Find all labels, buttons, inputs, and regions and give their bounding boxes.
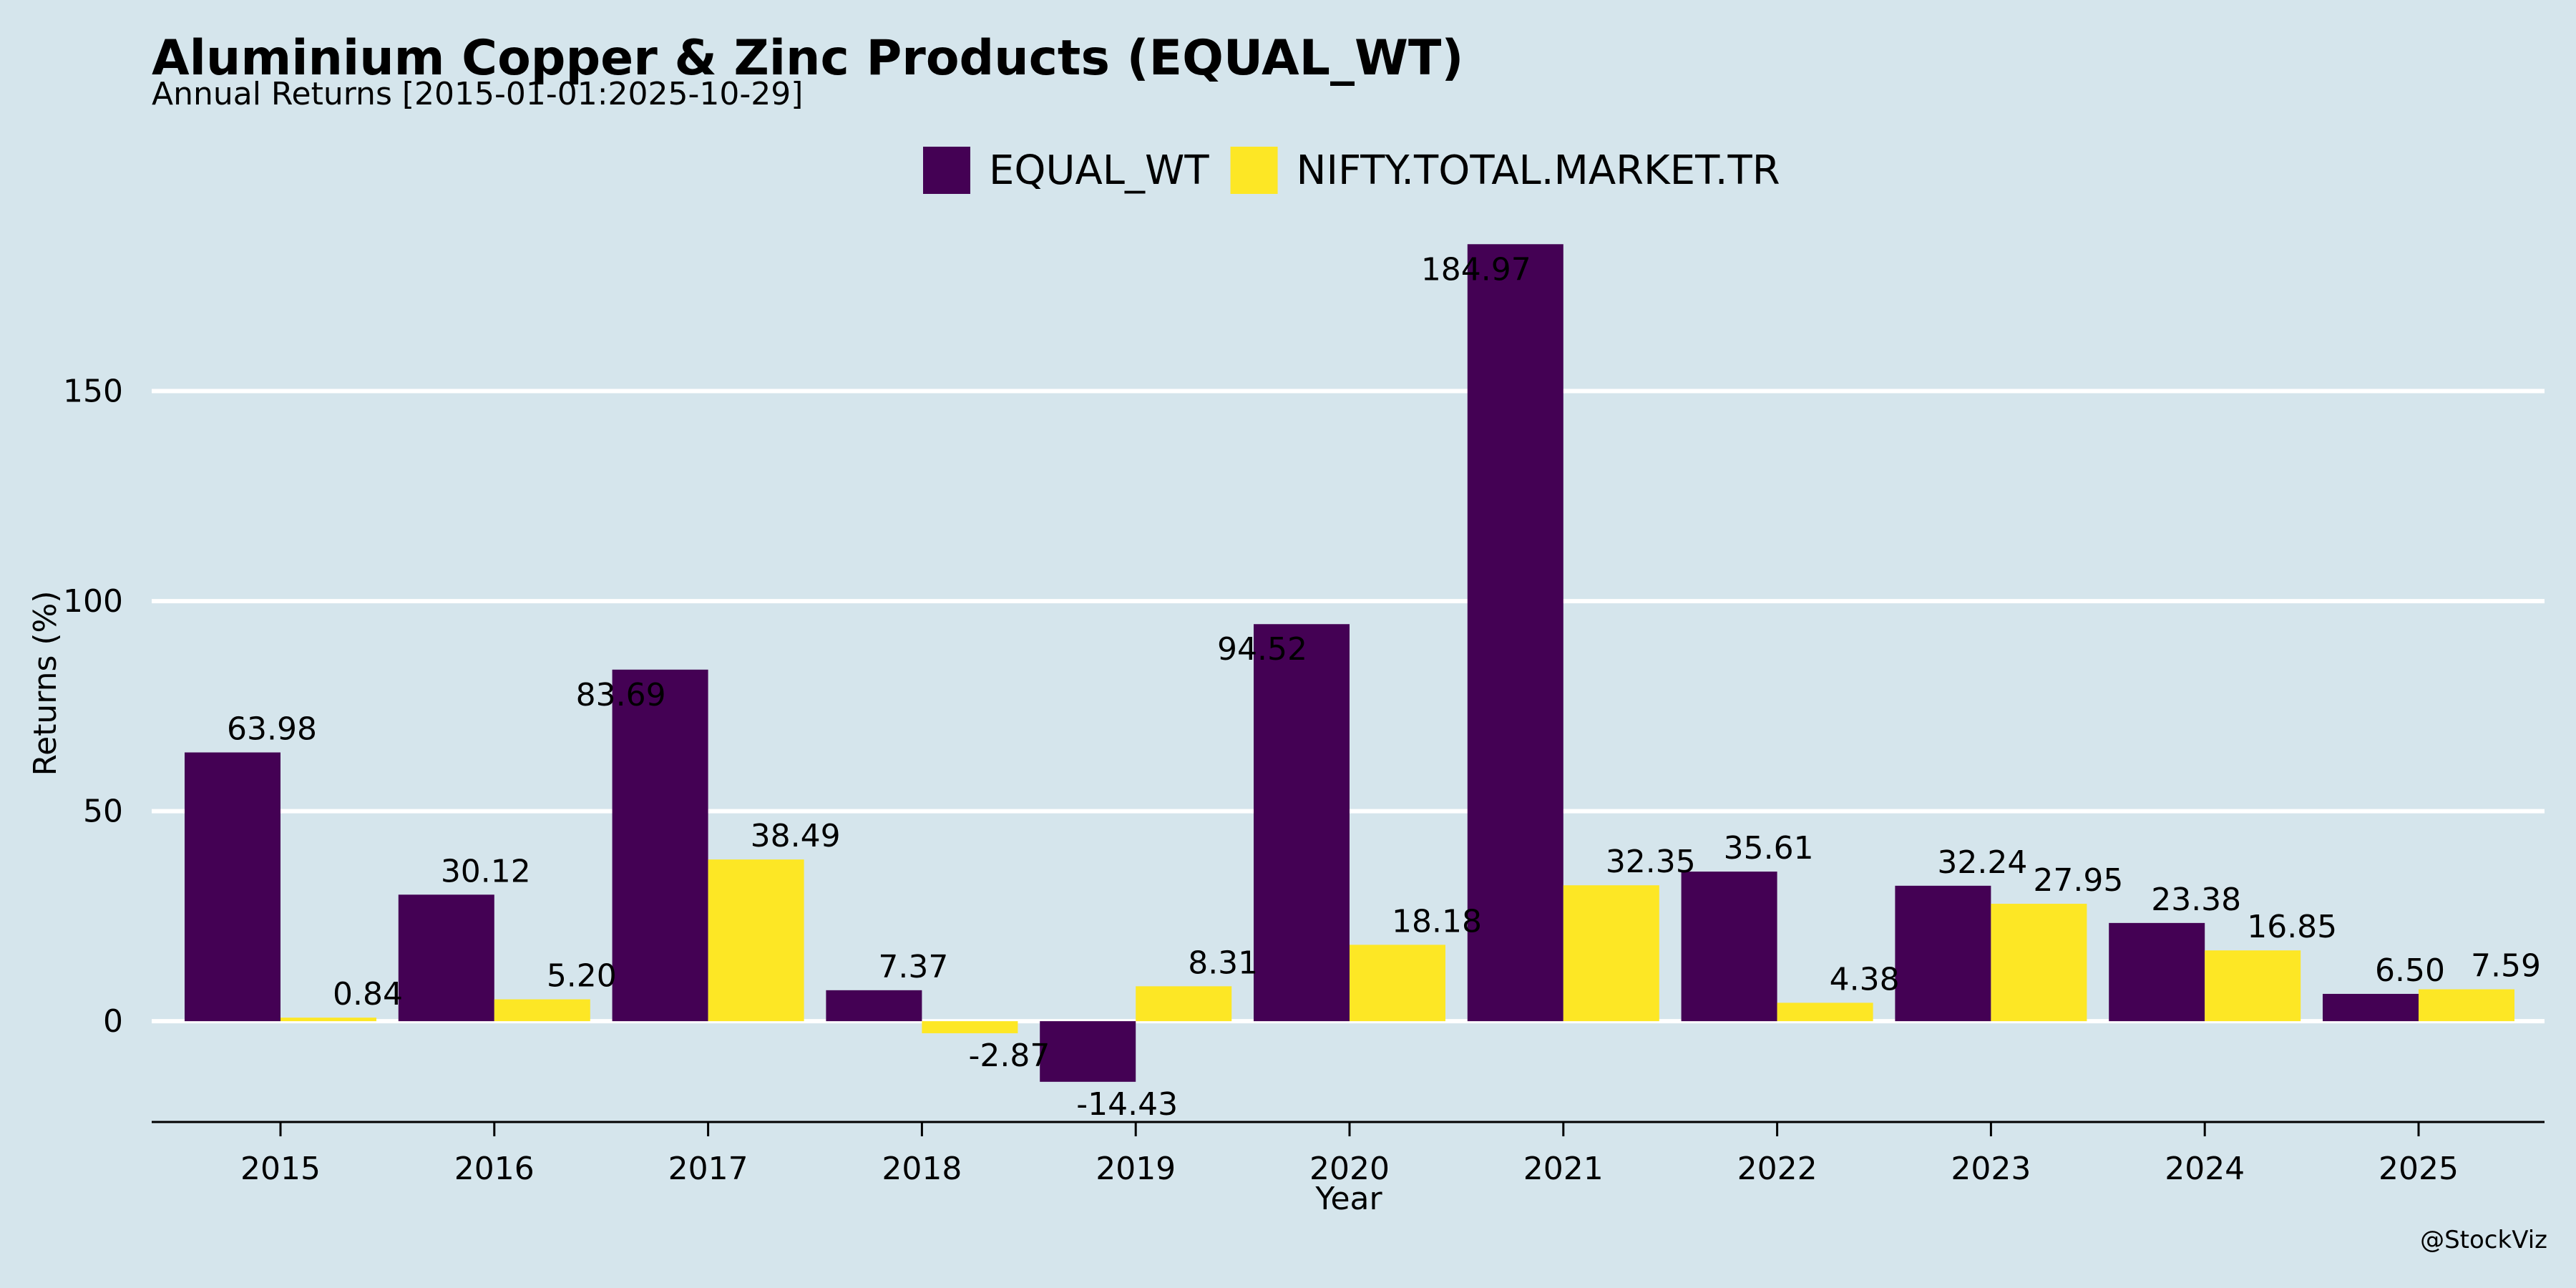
y-axis: 0 50 100 150: [63, 374, 123, 1040]
bar-nifty-2017: [708, 859, 804, 1022]
legend-label: NIFTY.TOTAL.MARKET.TR: [1297, 147, 1780, 194]
x-tick-label: 2025: [2379, 1151, 2459, 1187]
legend-swatch: [923, 147, 970, 194]
x-tick-label: 2016: [454, 1151, 535, 1187]
bar-nifty-2025: [2419, 989, 2514, 1022]
bar-equal-wt-2019: [1040, 1021, 1136, 1082]
data-label: 27.95: [2033, 862, 2123, 899]
bar-equal-wt-2024: [2109, 922, 2205, 1022]
data-label: -2.87: [968, 1038, 1050, 1074]
data-label: 32.24: [1937, 844, 2027, 881]
x-axis: 2015 2016 2017 2018 2019 2020 2021 2022 2023 2024…: [152, 1121, 2545, 1187]
x-tick-label: 2015: [240, 1151, 321, 1187]
bar-nifty-2022: [1777, 1002, 1873, 1022]
data-label: 6.50: [2375, 952, 2445, 989]
bar-equal-wt-2016: [398, 894, 494, 1022]
bar-nifty-2016: [494, 999, 590, 1022]
bar-nifty-2019: [1136, 986, 1232, 1022]
bar-nifty-2015: [280, 1018, 376, 1022]
legend-label: EQUAL_WT: [989, 147, 1209, 194]
bar-equal-wt-2025: [2323, 993, 2419, 1022]
data-label: 4.38: [1830, 961, 1900, 997]
x-tick-label: 2018: [882, 1151, 962, 1187]
x-tick-label: 2022: [1737, 1151, 1818, 1187]
data-label: 8.31: [1188, 945, 1258, 981]
data-label: 38.49: [751, 818, 841, 854]
x-tick-label: 2021: [1523, 1151, 1604, 1187]
data-label: 18.18: [1392, 903, 1482, 940]
chart-title: Aluminium Copper & Zinc Products (EQUAL_…: [152, 30, 1463, 87]
x-tick-label: 2024: [2165, 1151, 2245, 1187]
bar-nifty-2018: [922, 1021, 1018, 1033]
data-label: 7.59: [2471, 948, 2541, 985]
y-tick-label: 0: [103, 1003, 123, 1040]
data-label: -14.43: [1076, 1086, 1178, 1123]
bar-nifty-2024: [2205, 950, 2301, 1022]
bar-equal-wt-2018: [826, 990, 922, 1022]
data-label: 30.12: [441, 853, 531, 889]
data-label: 7.37: [878, 949, 948, 985]
data-label: 32.35: [1606, 844, 1696, 880]
bar-equal-wt-2023: [1895, 885, 1991, 1022]
x-tick-label: 2019: [1096, 1151, 1176, 1187]
y-tick-label: 100: [63, 583, 123, 620]
bar-nifty-2021: [1563, 885, 1659, 1022]
data-label: 35.61: [1724, 830, 1814, 867]
data-label: 94.52: [1217, 631, 1307, 668]
x-axis-label: Year: [1314, 1181, 1382, 1217]
bar-equal-wt-2022: [1681, 872, 1777, 1022]
credit-text: @StockViz: [2420, 1226, 2547, 1254]
y-axis-label: Returns (%): [27, 590, 64, 776]
chart-subtitle: Annual Returns [2015-01-01:2025-10-29]: [152, 76, 803, 112]
data-label: 63.98: [227, 711, 317, 748]
legend-swatch: [1230, 147, 1278, 194]
legend: EQUAL_WT NIFTY.TOTAL.MARKET.TR: [923, 147, 1780, 194]
data-label: 23.38: [2151, 882, 2241, 918]
bar-equal-wt-2017: [612, 669, 708, 1022]
data-label: 83.69: [576, 677, 666, 713]
y-tick-label: 150: [63, 374, 123, 410]
x-tick-label: 2023: [1951, 1151, 2031, 1187]
bar-equal-wt-2020: [1254, 624, 1350, 1022]
bars: [185, 244, 2514, 1082]
data-label: 5.20: [547, 958, 617, 995]
data-labels: 63.98 30.12 83.69 7.37 -14.43 94.52 184.97 35.6…: [227, 251, 2541, 1123]
x-tick-label: 2020: [1309, 1151, 1390, 1187]
bar-equal-wt-2021: [1467, 244, 1563, 1022]
bar-nifty-2020: [1350, 945, 1445, 1022]
y-tick-label: 50: [83, 794, 123, 830]
x-tick-label: 2017: [668, 1151, 748, 1187]
data-label: 0.84: [333, 976, 403, 1013]
bar-equal-wt-2015: [185, 752, 280, 1022]
bar-nifty-2023: [1991, 904, 2087, 1022]
data-label: 16.85: [2247, 909, 2337, 945]
data-label: 184.97: [1421, 251, 1531, 288]
